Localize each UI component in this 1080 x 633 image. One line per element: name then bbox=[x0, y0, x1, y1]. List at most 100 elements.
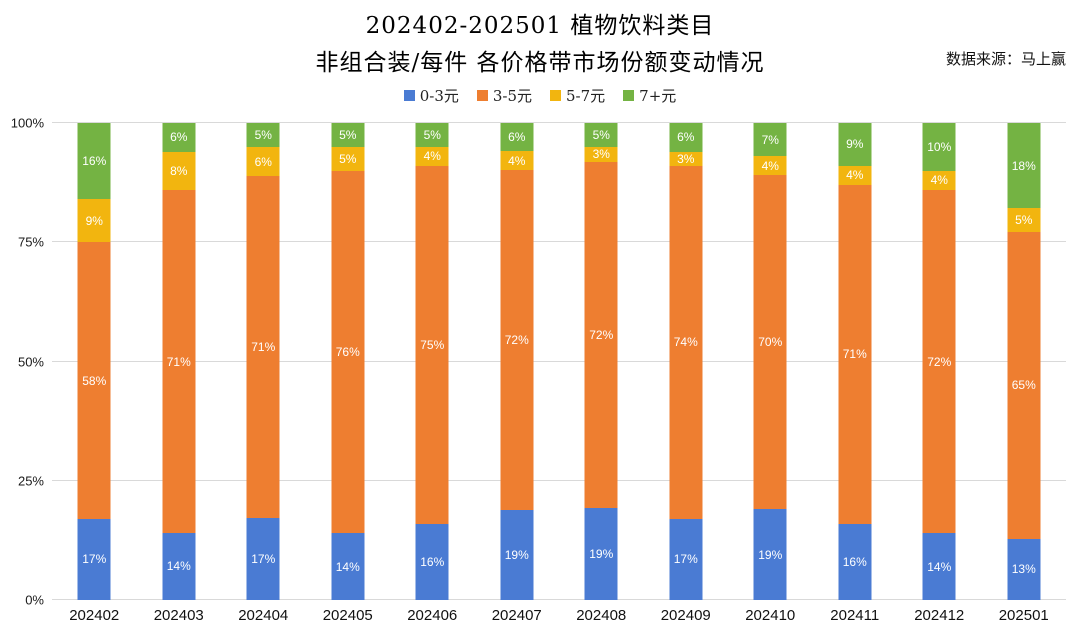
legend-item-band-5-7: 5-7元 bbox=[550, 85, 605, 106]
x-axis-tick-label: 202410 bbox=[745, 607, 796, 624]
bar-value-label: 17% bbox=[251, 552, 276, 567]
bar-value-label: 6% bbox=[508, 130, 526, 145]
x-axis-tick-label: 202411 bbox=[830, 607, 880, 624]
y-axis-tick-label: 100% bbox=[10, 115, 44, 131]
bar-value-label: 14% bbox=[166, 559, 191, 574]
bar-segment-band-7plus: 18% bbox=[1007, 123, 1041, 209]
bar-series-container: 17% 58% 9% 16% 202402 14% 71% 8% 6% 202403 17% 71% 6… bbox=[52, 123, 1066, 624]
bar-value-label: 58% bbox=[82, 373, 107, 388]
bar-segment-band-0-3: 16% bbox=[415, 523, 449, 600]
bar-segment-band-7plus: 6% bbox=[669, 123, 703, 152]
bar-segment-band-0-3: 19% bbox=[753, 509, 787, 600]
bar-value-label: 5% bbox=[1015, 212, 1033, 227]
bar-column-202408: 19% 72% 3% 5% 202408 bbox=[559, 123, 644, 624]
bar-segment-band-3-5: 72% bbox=[500, 170, 534, 511]
bar-segment-band-5-7: 3% bbox=[584, 147, 618, 162]
bar-segment-band-5-7: 4% bbox=[922, 170, 956, 190]
bar-value-label: 6% bbox=[170, 130, 188, 145]
y-axis-tick-label: 25% bbox=[17, 473, 44, 489]
bar-segment-band-7plus: 5% bbox=[584, 123, 618, 148]
bar-segment-band-7plus: 10% bbox=[922, 123, 956, 171]
bar-stack: 19% 70% 4% 7% bbox=[753, 123, 787, 600]
bar-segment-band-3-5: 72% bbox=[584, 161, 618, 509]
bar-column-202407: 19% 72% 4% 6% 202407 bbox=[475, 123, 560, 624]
bar-segment-band-7plus: 5% bbox=[246, 123, 280, 148]
bar-segment-band-3-5: 71% bbox=[162, 190, 196, 533]
x-axis-tick-label: 202407 bbox=[491, 607, 542, 624]
bar-column-202405: 14% 76% 5% 5% 202405 bbox=[306, 123, 391, 624]
bar-segment-band-5-7: 4% bbox=[415, 146, 449, 166]
bar-segment-band-0-3: 16% bbox=[838, 523, 872, 600]
bar-value-label: 9% bbox=[846, 137, 864, 152]
bar-segment-band-0-3: 17% bbox=[77, 518, 111, 600]
bar-stack: 14% 72% 4% 10% bbox=[922, 123, 956, 600]
bar-value-label: 8% bbox=[170, 164, 188, 179]
bar-value-label: 4% bbox=[423, 149, 441, 164]
bar-segment-band-5-7: 3% bbox=[669, 151, 703, 166]
gridline-50 bbox=[52, 360, 1066, 362]
bar-column-202410: 19% 70% 4% 7% 202410 bbox=[728, 123, 813, 624]
bar-segment-band-3-5: 71% bbox=[246, 176, 280, 519]
bar-segment-band-0-3: 19% bbox=[500, 510, 534, 600]
bar-segment-band-0-3: 14% bbox=[331, 533, 365, 600]
bar-value-label: 10% bbox=[927, 139, 952, 154]
chart-legend: 0-3元 3-5元 5-7元 7+元 bbox=[0, 85, 1080, 106]
bar-stack: 14% 71% 8% 6% bbox=[162, 123, 196, 600]
bar-segment-band-0-3: 17% bbox=[246, 518, 280, 600]
x-axis-tick-label: 202412 bbox=[914, 607, 965, 624]
bar-value-label: 5% bbox=[592, 128, 610, 143]
bar-column-202412: 14% 72% 4% 10% 202412 bbox=[897, 123, 982, 624]
bar-segment-band-5-7: 4% bbox=[753, 156, 787, 176]
bar-column-202403: 14% 71% 8% 6% 202403 bbox=[137, 123, 222, 624]
bar-segment-band-3-5: 74% bbox=[669, 165, 703, 519]
bar-segment-band-0-3: 19% bbox=[584, 508, 618, 600]
bar-segment-band-3-5: 70% bbox=[753, 175, 787, 510]
bar-value-label: 5% bbox=[423, 127, 441, 142]
bar-value-label: 5% bbox=[339, 151, 357, 166]
legend-swatch-icon bbox=[550, 90, 562, 101]
bar-segment-band-5-7: 8% bbox=[162, 151, 196, 191]
x-axis-tick-label: 202403 bbox=[153, 607, 204, 624]
bar-segment-band-3-5: 76% bbox=[331, 170, 365, 534]
bar-value-label: 9% bbox=[85, 213, 103, 228]
bar-segment-band-0-3: 14% bbox=[162, 532, 196, 600]
bar-value-label: 75% bbox=[420, 337, 445, 352]
bar-value-label: 14% bbox=[927, 559, 952, 574]
bar-value-label: 18% bbox=[1011, 158, 1036, 173]
bar-segment-band-5-7: 4% bbox=[838, 165, 872, 186]
chart-title-line2: 非组合装/每件 各价格带市场份额变动情况 bbox=[315, 50, 765, 76]
bar-value-label: 17% bbox=[673, 552, 698, 567]
bar-value-label: 16% bbox=[842, 554, 867, 569]
bar-stack: 19% 72% 3% 5% bbox=[584, 123, 618, 600]
bar-segment-band-3-5: 58% bbox=[77, 242, 111, 519]
bar-value-label: 17% bbox=[82, 552, 107, 567]
bar-value-label: 72% bbox=[589, 328, 614, 343]
x-axis-tick-label: 202402 bbox=[69, 607, 120, 624]
bar-stack: 17% 74% 3% 6% bbox=[669, 123, 703, 600]
chart-title-line1: 202402-202501 植物饮料类目 bbox=[365, 13, 715, 39]
bar-value-label: 71% bbox=[251, 340, 276, 355]
bar-segment-band-5-7: 5% bbox=[1007, 208, 1041, 232]
bar-value-label: 14% bbox=[335, 559, 360, 574]
bar-stack: 17% 71% 6% 5% bbox=[246, 123, 280, 600]
bar-value-label: 76% bbox=[335, 344, 360, 359]
bar-segment-band-7plus: 5% bbox=[415, 123, 449, 147]
legend-item-label: 0-3元 bbox=[419, 87, 459, 105]
bar-value-label: 4% bbox=[846, 168, 864, 183]
bar-value-label: 7% bbox=[761, 132, 779, 147]
bar-value-label: 6% bbox=[254, 154, 272, 169]
legend-item-label: 5-7元 bbox=[566, 87, 606, 105]
bar-segment-band-5-7: 6% bbox=[246, 147, 280, 177]
legend-item-band-3-5: 3-5元 bbox=[476, 85, 532, 106]
bar-segment-band-7plus: 16% bbox=[77, 123, 111, 200]
bar-stack: 19% 72% 4% 6% bbox=[500, 123, 534, 600]
x-axis-tick-label: 202405 bbox=[322, 607, 373, 624]
bar-segment-band-5-7: 5% bbox=[331, 146, 365, 171]
bar-stack: 13% 65% 5% 18% bbox=[1007, 123, 1041, 600]
bar-value-label: 16% bbox=[420, 554, 445, 569]
bar-value-label: 19% bbox=[589, 547, 614, 562]
y-axis-tick-label: 75% bbox=[17, 234, 44, 250]
bar-segment-band-5-7: 4% bbox=[500, 151, 534, 171]
x-axis-tick-label: 202501 bbox=[998, 607, 1049, 624]
